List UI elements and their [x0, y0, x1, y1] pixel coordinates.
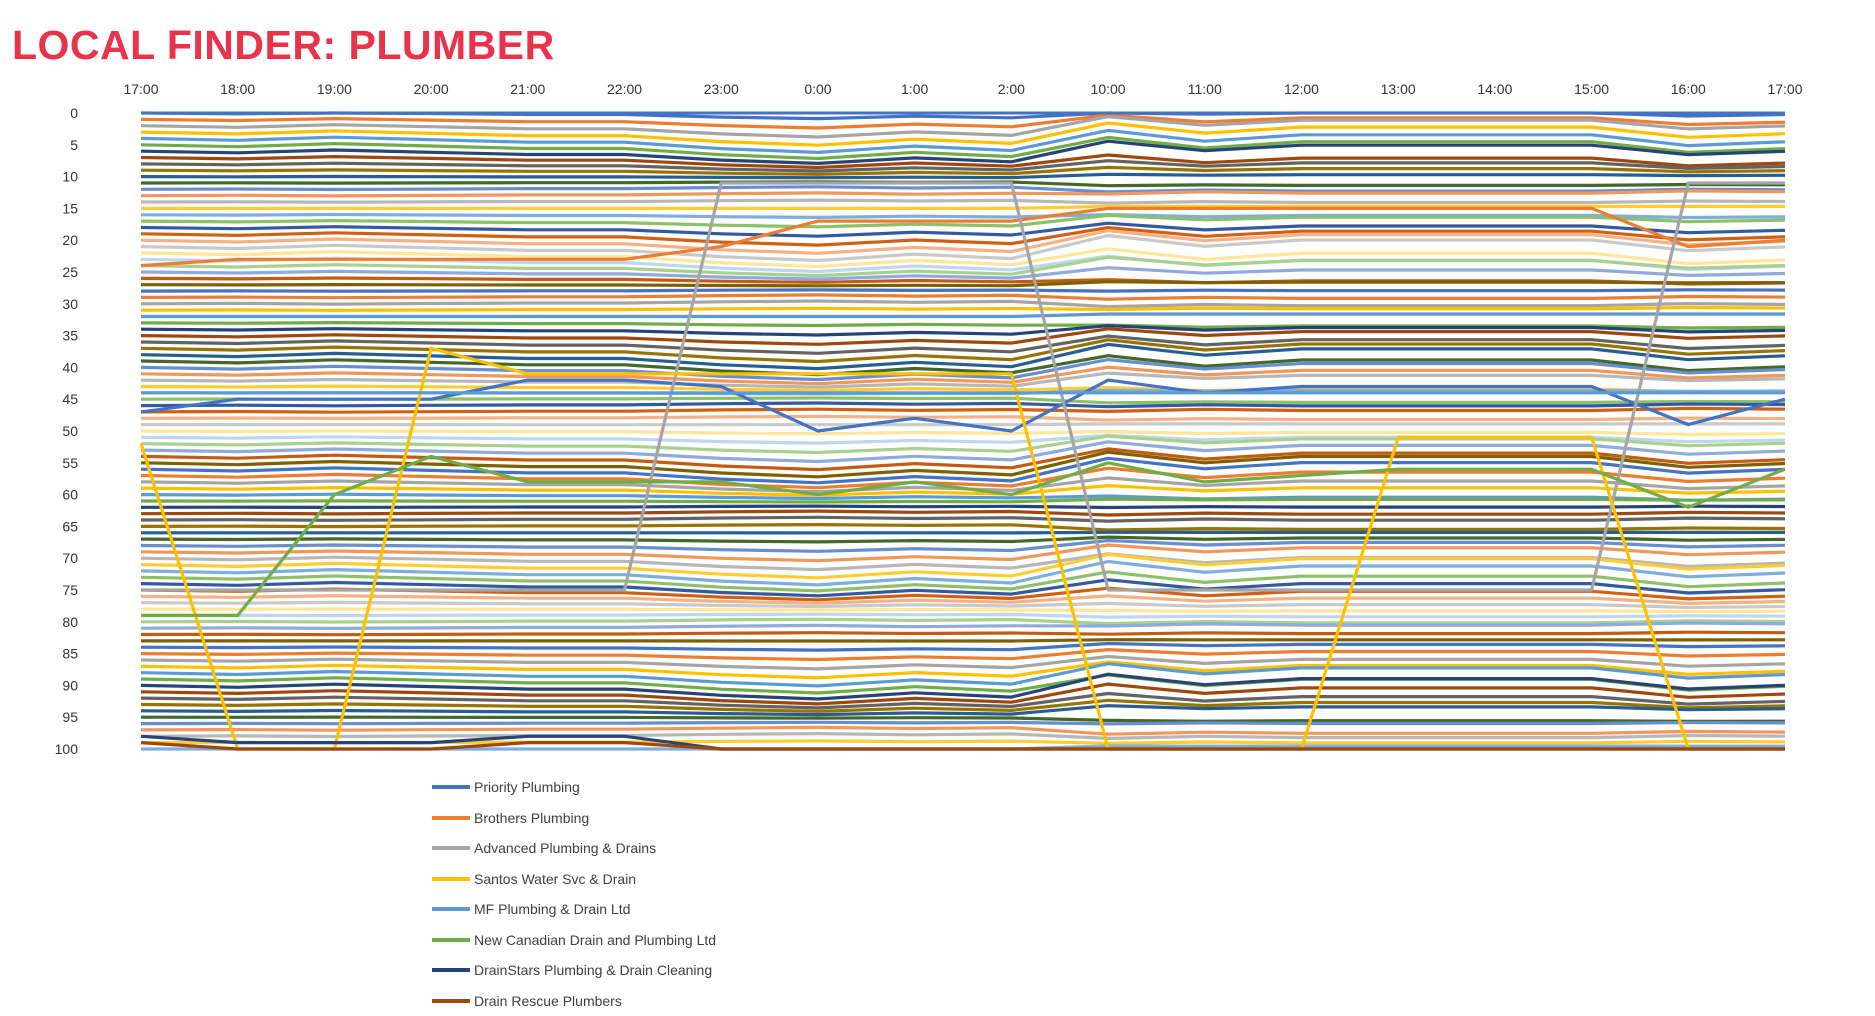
legend: Priority Plumbing Brothers Plumbing Adva… — [432, 772, 716, 1016]
x-tick-label: 22:00 — [607, 81, 642, 97]
rank-line — [141, 191, 1785, 196]
x-tick-label: 16:00 — [1671, 81, 1706, 97]
legend-swatch-new-canadian — [432, 938, 470, 942]
rank-line — [141, 187, 1785, 192]
y-tick-label: 85 — [62, 646, 78, 662]
x-tick-label: 10:00 — [1091, 81, 1126, 97]
y-axis-ticks: 0 5 10 15 20 25 30 35 40 45 50 55 60 65 70 75 80 85 90 95 10… — [55, 105, 79, 757]
y-tick-label: 20 — [62, 232, 78, 248]
x-tick-label: 21:00 — [510, 81, 545, 97]
rank-line — [141, 623, 1785, 628]
x-tick-label: 1:00 — [901, 81, 928, 97]
y-tick-label: 70 — [62, 550, 78, 566]
x-tick-label: 17:00 — [123, 81, 158, 97]
rank-line — [141, 640, 1785, 641]
x-tick-label: 17:00 — [1767, 81, 1802, 97]
y-tick-label: 5 — [70, 137, 78, 153]
rank-line — [141, 290, 1785, 291]
y-tick-label: 35 — [62, 328, 78, 344]
y-tick-label: 60 — [62, 487, 78, 503]
rank-line — [141, 632, 1785, 635]
legend-swatch-priority — [432, 785, 470, 789]
x-tick-label: 13:00 — [1381, 81, 1416, 97]
legend-swatch-advanced — [432, 846, 470, 850]
x-tick-label: 15:00 — [1574, 81, 1609, 97]
rank-line — [141, 200, 1785, 203]
rank-line — [141, 609, 1785, 612]
rank-line — [141, 722, 1785, 724]
rank-line — [141, 314, 1785, 317]
legend-label: Advanced Plumbing & Drains — [474, 840, 656, 856]
rank-line — [141, 499, 1785, 502]
rank-line — [141, 662, 1785, 678]
legend-label: Drain Rescue Plumbers — [474, 993, 622, 1009]
legend-item[interactable]: Santos Water Svc & Drain — [432, 864, 716, 895]
x-tick-label: 23:00 — [704, 81, 739, 97]
y-tick-label: 65 — [62, 518, 78, 534]
rank-line — [141, 619, 1785, 623]
rank-line — [141, 295, 1785, 299]
rank-line — [141, 517, 1785, 521]
y-tick-label: 90 — [62, 677, 78, 693]
rank-line — [141, 416, 1785, 420]
x-tick-label: 20:00 — [414, 81, 449, 97]
legend-swatch-drainstars — [432, 968, 470, 972]
legend-label: New Canadian Drain and Plumbing Ltd — [474, 932, 716, 948]
rank-line — [141, 174, 1785, 177]
legend-swatch-mf — [432, 907, 470, 911]
rank-line — [141, 644, 1785, 651]
y-tick-label: 0 — [70, 105, 78, 121]
rank-line — [141, 506, 1785, 507]
rank-line — [141, 614, 1785, 617]
y-tick-label: 55 — [62, 455, 78, 471]
y-tick-label: 25 — [62, 264, 78, 280]
rank-line — [141, 301, 1785, 307]
legend-item[interactable]: Brothers Plumbing — [432, 803, 716, 834]
legend-label: Priority Plumbing — [474, 779, 580, 795]
x-tick-label: 18:00 — [220, 81, 255, 97]
legend-item[interactable]: DrainStars Plumbing & Drain Cleaning — [432, 955, 716, 986]
legend-label: Santos Water Svc & Drain — [474, 871, 636, 887]
rank-line — [141, 717, 1785, 721]
y-tick-label: 45 — [62, 391, 78, 407]
x-tick-label: 0:00 — [804, 81, 831, 97]
legend-item[interactable]: MF Plumbing & Drain Ltd — [432, 894, 716, 925]
rank-line — [141, 602, 1785, 607]
x-axis-ticks: 17:00 18:00 19:00 20:00 21:00 22:00 23:00 0:00 1… — [123, 81, 1802, 97]
legend-item[interactable]: Advanced Plumbing & Drains — [432, 833, 716, 864]
rank-line — [141, 408, 1785, 412]
legend-swatch-drain-rescue — [432, 999, 470, 1003]
y-tick-label: 80 — [62, 614, 78, 630]
legend-swatch-santos — [432, 877, 470, 881]
rank-line — [141, 511, 1785, 515]
rank-line — [141, 308, 1785, 311]
x-tick-label: 11:00 — [1188, 81, 1222, 97]
y-tick-label: 30 — [62, 296, 78, 312]
legend-label: MF Plumbing & Drain Ltd — [474, 901, 630, 917]
y-tick-label: 100 — [55, 741, 79, 757]
y-tick-label: 10 — [62, 169, 78, 185]
legend-item[interactable]: New Canadian Drain and Plumbing Ltd — [432, 925, 716, 956]
legend-item[interactable]: Priority Plumbing — [432, 772, 716, 803]
x-tick-label: 2:00 — [998, 81, 1025, 97]
y-tick-label: 75 — [62, 582, 78, 598]
legend-label: Brothers Plumbing — [474, 810, 589, 826]
legend-item[interactable]: Drain Rescue Plumbers — [432, 986, 716, 1016]
x-tick-label: 12:00 — [1284, 81, 1319, 97]
y-tick-label: 95 — [62, 709, 78, 725]
legend-label: DrainStars Plumbing & Drain Cleaning — [474, 962, 712, 978]
rank-line — [141, 228, 1785, 246]
x-tick-label: 14:00 — [1477, 81, 1512, 97]
x-tick-label: 19:00 — [317, 81, 352, 97]
rank-line — [141, 431, 1785, 435]
y-tick-label: 40 — [62, 359, 78, 375]
y-tick-label: 15 — [62, 200, 78, 216]
y-tick-label: 50 — [62, 423, 78, 439]
legend-swatch-brothers — [432, 816, 470, 820]
